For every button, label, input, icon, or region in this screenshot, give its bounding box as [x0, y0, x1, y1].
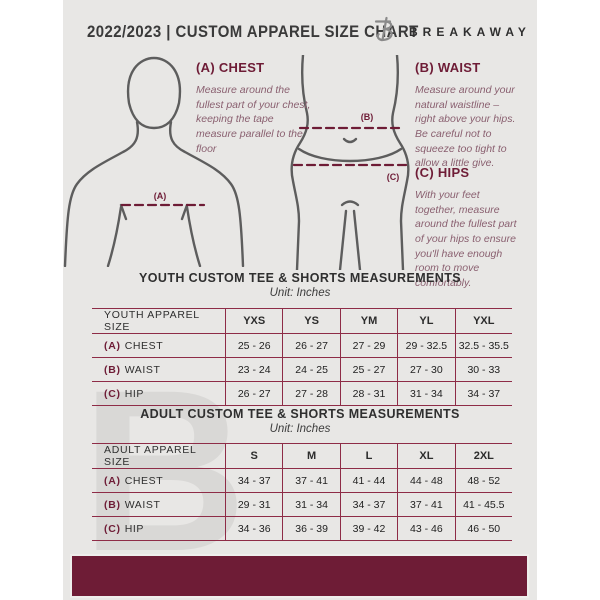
- measurement-key: (B): [104, 498, 121, 511]
- size-column-header: YXL: [454, 309, 512, 333]
- measurement-value: 25 - 27: [339, 358, 397, 381]
- measurement-value: 27 - 30: [397, 358, 454, 381]
- size-table-header-row: YOUTH APPAREL SIZE YXS YS YM YL YXL: [92, 308, 512, 333]
- measurement-row-label: (A) CHEST: [92, 334, 225, 357]
- measurement-value: 29 - 31: [225, 493, 282, 516]
- size-column-header: M: [282, 444, 339, 468]
- hips-instruction-text: With your feet together, measure around …: [415, 189, 517, 290]
- brand-watermark-letter: B: [81, 342, 248, 599]
- measurement-value: 39 - 42: [339, 517, 397, 540]
- measurement-name: WAIST: [124, 498, 161, 511]
- size-column-header: XL: [397, 444, 454, 468]
- measurement-value: 41 - 45.5: [454, 493, 512, 516]
- waist-instruction-text: Measure around your natural waistline – …: [415, 84, 516, 170]
- measurement-key: (A): [104, 474, 121, 487]
- measurement-value: 31 - 34: [397, 382, 454, 405]
- waist-instruction-heading: (B) WAIST: [415, 60, 481, 75]
- measurement-value: 26 - 27: [225, 382, 282, 405]
- adult-table-unit: Unit: Inches: [269, 423, 331, 435]
- size-column-header: S: [225, 444, 282, 468]
- chest-line-label: (A): [154, 191, 167, 201]
- footer-accent-bar: [70, 554, 529, 598]
- hips-line-label: (C): [387, 172, 400, 182]
- breakaway-logo-icon: [374, 16, 393, 42]
- size-column-header: YXS: [225, 309, 282, 333]
- measurement-value: 26 - 27: [282, 334, 339, 357]
- youth-table-title: YOUTH CUSTOM TEE & SHORTS MEASUREMENTS: [139, 271, 461, 285]
- size-column-header: 2XL: [454, 444, 512, 468]
- measurement-value: 34 - 37: [339, 493, 397, 516]
- measurement-key: (C): [104, 522, 121, 535]
- measurement-value: 25 - 26: [225, 334, 282, 357]
- waist-hips-figure: (B) (C): [290, 55, 410, 270]
- measurement-value: 34 - 36: [225, 517, 282, 540]
- measurement-value: 34 - 37: [454, 382, 512, 405]
- measurement-row-label: (C) HIP: [92, 517, 225, 540]
- measurement-row-label: (C) HIP: [92, 382, 225, 405]
- measurement-value: 36 - 39: [282, 517, 339, 540]
- flyer-page: B 2022/2023 | CUSTOM APPAREL SIZE CHART …: [63, 0, 537, 600]
- measurement-value: 27 - 28: [282, 382, 339, 405]
- measurement-name: HIP: [124, 522, 144, 535]
- measurement-name: CHEST: [124, 339, 164, 352]
- waist-line-label: (B): [361, 112, 374, 122]
- measurement-value: 30 - 33: [454, 358, 512, 381]
- measurement-row: (B) WAIST 23 - 24 24 - 25 25 - 27 27 - 30 30 -…: [92, 357, 512, 381]
- size-column-header: YS: [282, 309, 339, 333]
- measurement-row-label: (B) WAIST: [92, 493, 225, 516]
- measurement-row: (A) CHEST 34 - 37 37 - 41 41 - 44 44 - 48 48 -…: [92, 468, 512, 492]
- adult-size-table: ADULT APPAREL SIZE S M L XL 2XL (A) CHEST 34 - 3…: [92, 443, 512, 541]
- measurement-row: (A) CHEST 25 - 26 26 - 27 27 - 29 29 - 32.5 32…: [92, 333, 512, 357]
- measurement-key: (A): [104, 339, 121, 352]
- measurement-value: 44 - 48: [397, 469, 454, 492]
- measurement-key: (B): [104, 363, 121, 376]
- measurement-value: 23 - 24: [225, 358, 282, 381]
- measurement-row: (B) WAIST 29 - 31 31 - 34 34 - 37 37 - 41 41 -…: [92, 492, 512, 516]
- youth-size-table: YOUTH APPAREL SIZE YXS YS YM YL YXL (A) CHEST 25…: [92, 308, 512, 406]
- measurement-value: 28 - 31: [339, 382, 397, 405]
- chest-instruction: (A) CHEST Measure around the fullest par…: [196, 60, 316, 156]
- measurement-name: WAIST: [124, 363, 161, 376]
- measurement-value: 32.5 - 35.5: [454, 334, 512, 357]
- size-table-header-label: ADULT APPAREL SIZE: [104, 444, 197, 468]
- measurement-row-label: (A) CHEST: [92, 469, 225, 492]
- hips-instruction: (C) HIPS With your feet together, measur…: [415, 165, 523, 291]
- page-title: 2022/2023 | CUSTOM APPAREL SIZE CHART: [87, 22, 419, 41]
- chest-instruction-heading: (A) CHEST: [196, 60, 265, 75]
- size-column-header: YM: [339, 309, 397, 333]
- waist-instruction: (B) WAIST Measure around your natural wa…: [415, 60, 519, 171]
- measurement-value: 41 - 44: [339, 469, 397, 492]
- size-table-header-label: YOUTH APPAREL SIZE: [104, 309, 200, 333]
- measurement-name: HIP: [124, 387, 144, 400]
- size-table-header-row: ADULT APPAREL SIZE S M L XL 2XL: [92, 443, 512, 468]
- measurement-value: 37 - 41: [282, 469, 339, 492]
- measurement-row: (C) HIP 34 - 36 36 - 39 39 - 42 43 - 46 46 - 5…: [92, 516, 512, 540]
- measurement-value: 34 - 37: [225, 469, 282, 492]
- measurement-value: 37 - 41: [397, 493, 454, 516]
- measurement-value: 27 - 29: [339, 334, 397, 357]
- measurement-name: CHEST: [124, 474, 164, 487]
- measurement-value: 31 - 34: [282, 493, 339, 516]
- measurement-value: 43 - 46: [397, 517, 454, 540]
- size-column-header: L: [339, 444, 397, 468]
- measurement-value: 48 - 52: [454, 469, 512, 492]
- hips-instruction-heading: (C) HIPS: [415, 165, 470, 180]
- youth-table-unit: Unit: Inches: [269, 287, 331, 299]
- measurement-value: 29 - 32.5: [397, 334, 454, 357]
- size-column-header: YL: [397, 309, 454, 333]
- measurement-key: (C): [104, 387, 121, 400]
- measurement-value: 24 - 25: [282, 358, 339, 381]
- torso-chest-figure: (A): [63, 56, 245, 267]
- chest-instruction-text: Measure around the fullest part of your …: [196, 84, 311, 155]
- adult-table-title: ADULT CUSTOM TEE & SHORTS MEASUREMENTS: [140, 407, 460, 421]
- measurement-value: 46 - 50: [454, 517, 512, 540]
- measurement-row: (C) HIP 26 - 27 27 - 28 28 - 31 31 - 34 34 - 3…: [92, 381, 512, 405]
- brand-name: BREAKAWAY: [409, 25, 531, 39]
- measurement-row-label: (B) WAIST: [92, 358, 225, 381]
